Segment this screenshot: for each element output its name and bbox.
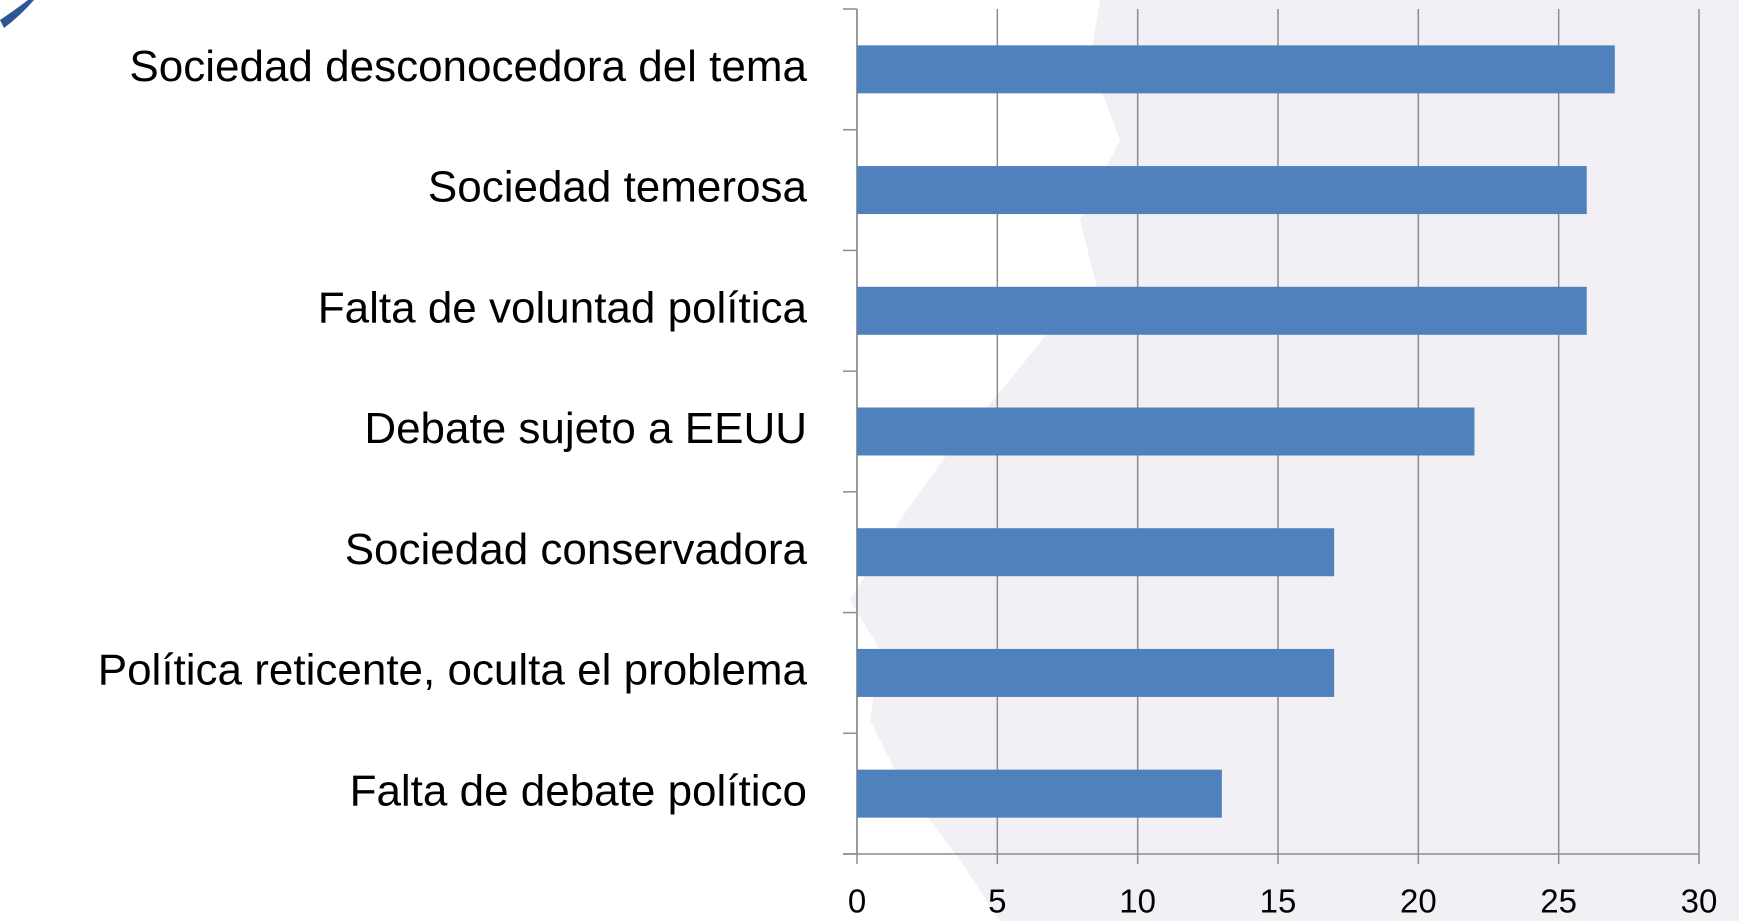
x-tick-label: 0 — [848, 883, 866, 920]
y-tick-label: Debate sujeto a EEUU — [364, 404, 807, 453]
x-tick-label: 10 — [1119, 883, 1156, 920]
bar — [857, 407, 1475, 456]
x-tick-label: 15 — [1260, 883, 1297, 920]
y-tick-label: Sociedad conservadora — [345, 525, 808, 574]
bar — [857, 769, 1222, 818]
y-tick-label: Sociedad desconocedora del tema — [129, 42, 807, 91]
decoration — [0, 0, 34, 28]
bar — [857, 45, 1615, 94]
y-tick-label: Falta de voluntad política — [318, 283, 808, 332]
x-tick-label: 5 — [988, 883, 1006, 920]
bar — [857, 528, 1335, 577]
y-tick-label: Política reticente, oculta el problema — [98, 646, 808, 695]
y-tick-label: Falta de debate político — [350, 766, 807, 815]
bar — [857, 648, 1335, 697]
y-tick-label: Sociedad temerosa — [428, 163, 808, 212]
bar — [857, 286, 1587, 335]
x-tick-label: 30 — [1681, 883, 1718, 920]
x-tick-label: 20 — [1400, 883, 1437, 920]
bar — [857, 166, 1587, 215]
x-tick-label: 25 — [1540, 883, 1577, 920]
